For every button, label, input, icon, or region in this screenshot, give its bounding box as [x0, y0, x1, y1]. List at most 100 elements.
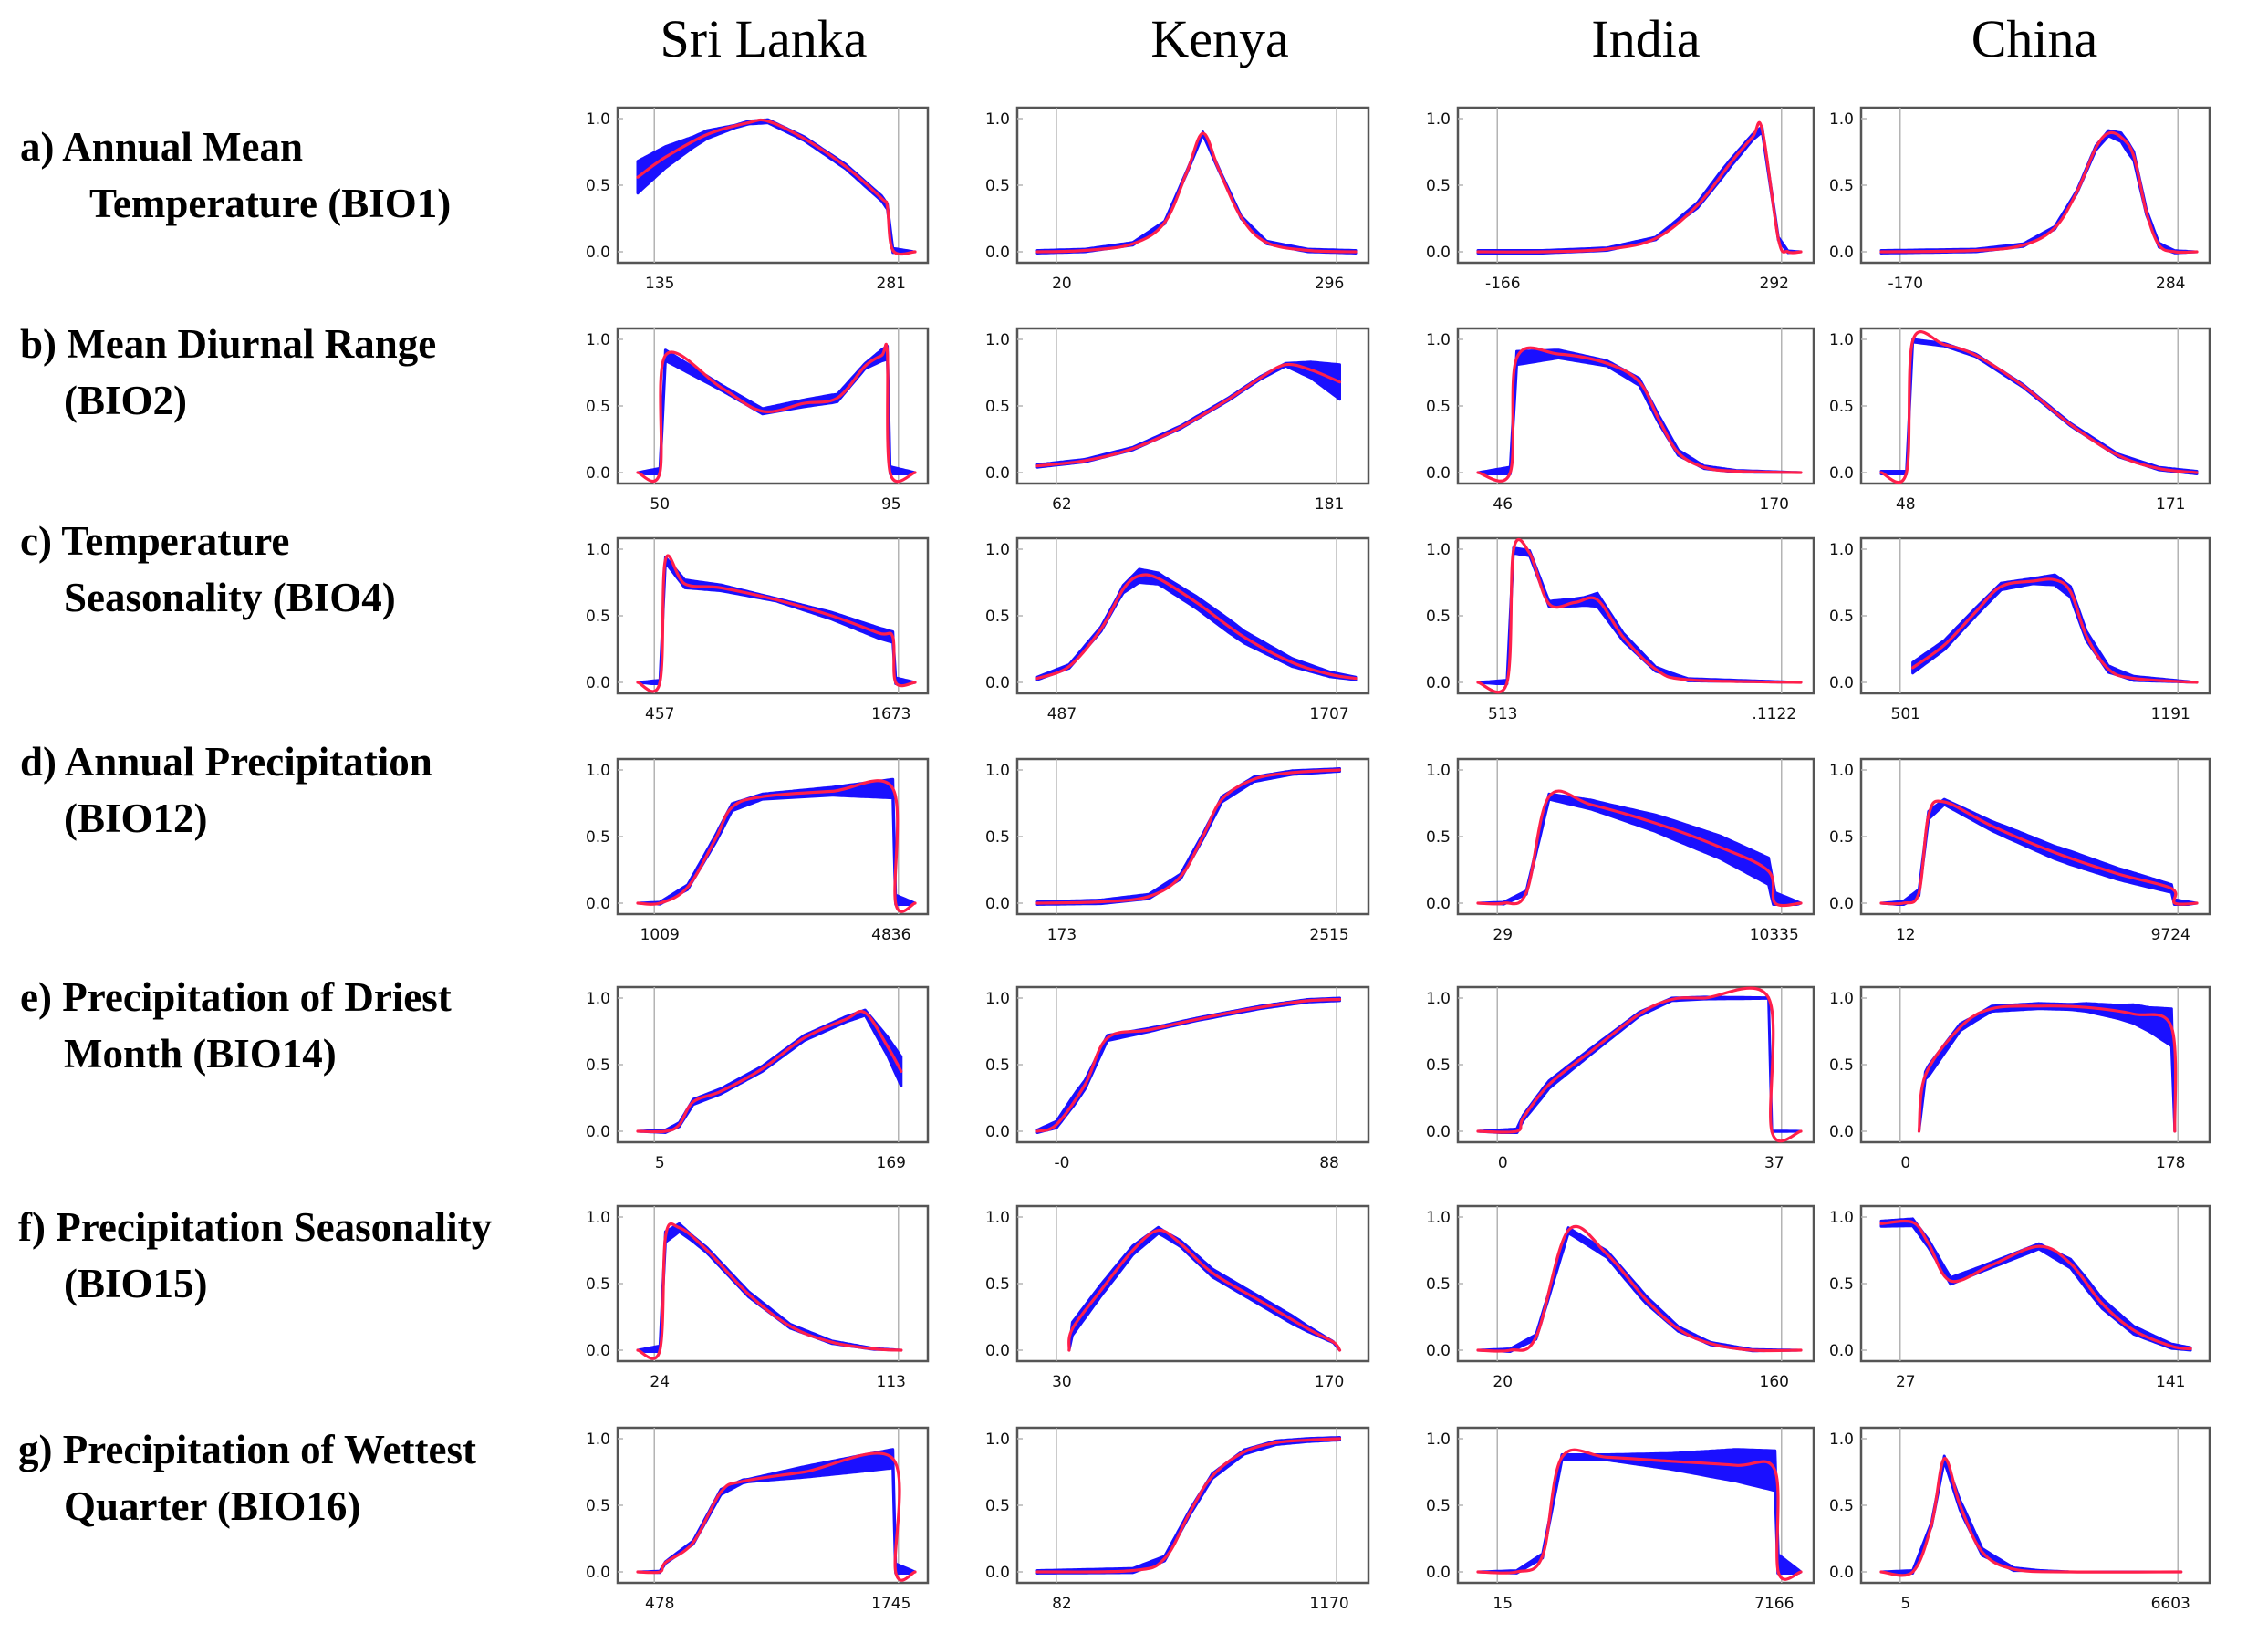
y-tick-label: 1.0: [985, 1209, 1010, 1227]
y-tick-label: 0.0: [985, 895, 1010, 913]
panel-d-india: 0.0 0.5 1.0 29 10335: [1426, 757, 1815, 944]
row-label-f-line1: f) Precipitation Seasonality: [18, 1204, 493, 1250]
x-tick-min-label: 487: [1047, 705, 1077, 723]
panel-g-china: 0.0 0.5 1.0 5 6603: [1829, 1426, 2211, 1613]
y-tick-label: 0.5: [1829, 1497, 1854, 1515]
mean-response-line: [1476, 1448, 1803, 1581]
x-tick-min-label: -166: [1485, 275, 1521, 293]
mean-response-line: [1879, 330, 2199, 484]
y-tick-label: 0.5: [1426, 828, 1451, 847]
x-tick-max-label: 2515: [1309, 926, 1348, 944]
mean-response-line: [1035, 131, 1358, 254]
mean-response-line: [1035, 768, 1342, 905]
y-tick-label: 0.0: [1829, 464, 1854, 483]
panel-c-china: 0.0 0.5 1.0 501 1191: [1829, 536, 2211, 723]
x-tick-max-label: 296: [1315, 275, 1344, 293]
mean-response-line: [636, 1451, 917, 1582]
x-tick-max-label: .1122: [1752, 705, 1796, 723]
x-tick-max-label: 1191: [2151, 705, 2190, 723]
panel-a-sri-lanka: 0.0 0.5 1.0 135 281: [586, 106, 930, 293]
y-tick-label: 0.5: [1829, 1056, 1854, 1075]
panel-b-india: 0.0 0.5 1.0 46 170: [1426, 327, 1815, 514]
y-tick-label: 0.5: [1829, 1275, 1854, 1294]
y-tick-label: 0.0: [985, 244, 1010, 262]
row-label-e-line1: e) Precipitation of Driest: [20, 974, 452, 1020]
y-tick-label: 0.0: [586, 1564, 610, 1582]
x-tick-min-label: 46: [1493, 495, 1513, 514]
row-labels: a) Annual Mean Temperature (BIO1) b) Mea…: [18, 124, 493, 1529]
column-header-china: China: [1971, 9, 2098, 68]
x-tick-max-label: 7166: [1754, 1595, 1794, 1613]
mean-response-line: [1917, 1004, 2178, 1133]
x-tick-max-label: 141: [2156, 1373, 2185, 1391]
y-tick-label: 0.0: [586, 244, 610, 262]
y-tick-label: 0.5: [985, 608, 1010, 626]
x-tick-min-label: 501: [1891, 705, 1920, 723]
plot-frame: [1859, 1426, 2211, 1585]
y-tick-label: 1.0: [586, 990, 610, 1008]
mean-response-line: [636, 1222, 903, 1360]
x-tick-min-label: -170: [1888, 275, 1923, 293]
y-tick-label: 0.0: [1426, 674, 1451, 692]
y-tick-label: 1.0: [1426, 541, 1451, 559]
row-label-f-line2: (BIO15): [64, 1261, 208, 1306]
panel-b-kenya: 0.0 0.5 1.0 62 181: [985, 327, 1370, 514]
y-tick-label: 1.0: [1426, 762, 1451, 780]
mean-response-line: [1035, 997, 1342, 1133]
y-tick-label: 0.5: [985, 1056, 1010, 1075]
panel-g-kenya: 0.0 0.5 1.0 82 1170: [985, 1426, 1370, 1613]
y-tick-label: 0.0: [586, 1123, 610, 1141]
y-tick-label: 0.0: [1426, 1342, 1451, 1360]
y-tick-label: 0.0: [1426, 1123, 1451, 1141]
panel-b-china: 0.0 0.5 1.0 48 171: [1829, 327, 2211, 514]
x-tick-max-label: 292: [1760, 275, 1789, 293]
panel-e-kenya: 0.0 0.5 1.0 -0 88: [985, 985, 1370, 1172]
x-tick-max-label: 181: [1315, 495, 1344, 514]
y-tick-label: 1.0: [586, 541, 610, 559]
x-tick-min-label: 29: [1493, 926, 1513, 944]
panel-f-china: 0.0 0.5 1.0 27 141: [1829, 1204, 2211, 1391]
mean-response-line: [1879, 1219, 2192, 1351]
y-tick-label: 1.0: [586, 331, 610, 349]
y-tick-label: 0.5: [985, 828, 1010, 847]
y-tick-label: 0.0: [586, 1342, 610, 1360]
panel-c-india: 0.0 0.5 1.0 513 .1122: [1426, 536, 1815, 723]
y-tick-label: 0.5: [1829, 177, 1854, 195]
mean-response-line: [636, 1009, 903, 1134]
panel-e-china: 0.0 0.5 1.0 0 178: [1829, 985, 2211, 1172]
y-tick-label: 1.0: [1829, 110, 1854, 129]
y-tick-label: 0.5: [1829, 398, 1854, 416]
y-tick-label: 1.0: [1829, 541, 1854, 559]
mean-response-line: [636, 342, 917, 484]
y-tick-label: 0.5: [1426, 398, 1451, 416]
y-tick-label: 0.0: [1426, 464, 1451, 483]
mean-response-line: [1879, 130, 2199, 255]
y-tick-label: 1.0: [1829, 990, 1854, 1008]
y-tick-label: 0.5: [586, 1275, 610, 1294]
row-label-e-line2: Month (BIO14): [64, 1031, 337, 1077]
plot-frame: [1015, 757, 1370, 916]
x-tick-min-label: 30: [1052, 1373, 1072, 1391]
x-tick-max-label: 88: [1319, 1154, 1339, 1172]
y-tick-label: 0.0: [985, 464, 1010, 483]
y-tick-label: 0.0: [1829, 895, 1854, 913]
y-tick-label: 0.0: [1829, 1564, 1854, 1582]
y-tick-label: 0.5: [985, 1497, 1010, 1515]
y-tick-label: 0.5: [586, 1497, 610, 1515]
row-label-g-line1: g) Precipitation of Wettest: [18, 1427, 476, 1472]
y-tick-label: 0.0: [586, 674, 610, 692]
y-tick-label: 0.0: [985, 1564, 1010, 1582]
y-tick-label: 0.0: [1426, 1564, 1451, 1582]
panel-f-kenya: 0.0 0.5 1.0 30 170: [985, 1204, 1370, 1391]
x-tick-min-label: 0: [1900, 1154, 1910, 1172]
y-tick-label: 0.0: [586, 464, 610, 483]
y-tick-label: 0.0: [1829, 674, 1854, 692]
x-tick-min-label: 0: [1498, 1154, 1508, 1172]
row-label-a-line1: a) Annual Mean: [20, 124, 303, 170]
plot-frame: [1015, 327, 1370, 485]
x-tick-min-label: 5: [655, 1154, 665, 1172]
row-label-g-line2: Quarter (BIO16): [64, 1483, 360, 1529]
y-tick-label: 1.0: [1426, 1430, 1451, 1449]
x-tick-max-label: 9724: [2151, 926, 2190, 944]
x-tick-max-label: 160: [1760, 1373, 1789, 1391]
